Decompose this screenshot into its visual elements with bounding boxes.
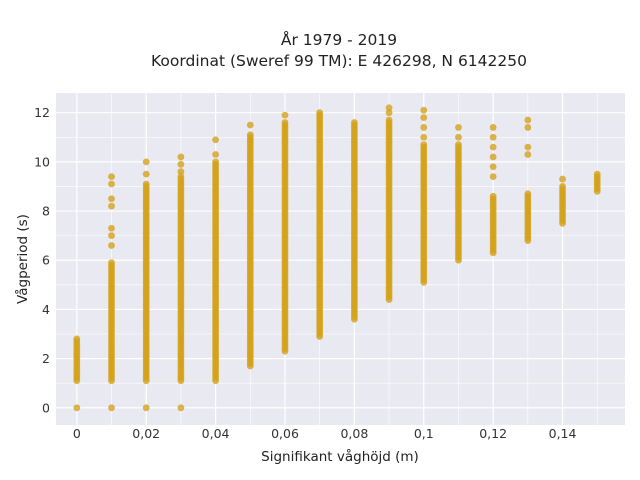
data-point (212, 151, 219, 158)
plot-area (56, 93, 625, 425)
data-point (142, 180, 150, 188)
data-points (73, 104, 601, 412)
data-point (73, 335, 81, 343)
data-point (420, 106, 428, 114)
data-point (281, 111, 289, 119)
data-point (489, 192, 497, 200)
data-point (524, 151, 532, 158)
data-point (108, 224, 115, 232)
y-tick-label: 4 (42, 302, 50, 317)
data-point (420, 133, 428, 141)
data-point (177, 173, 185, 181)
y-tick-label: 6 (42, 253, 50, 268)
data-point (489, 124, 497, 131)
data-point (489, 133, 497, 141)
data-point (385, 109, 393, 117)
x-tick-label: 0,14 (549, 426, 577, 441)
data-point (524, 190, 532, 198)
data-point (177, 404, 185, 412)
data-point (177, 153, 185, 161)
y-tick-label: 8 (42, 204, 50, 219)
data-point (455, 133, 462, 141)
y-tick-label: 12 (34, 105, 50, 120)
data-point (524, 143, 532, 151)
data-point (489, 163, 497, 171)
data-point (108, 232, 115, 240)
x-axis-title: Signifikant våghöjd (m) (261, 448, 419, 465)
data-point (489, 143, 497, 151)
data-point (524, 124, 532, 131)
data-point (593, 170, 601, 178)
x-tick-label: 0,02 (132, 426, 160, 441)
data-point (455, 141, 462, 149)
x-tick-label: 0,08 (340, 426, 368, 441)
data-point (246, 131, 254, 139)
data-point (455, 124, 462, 131)
y-tick-label: 0 (42, 400, 50, 415)
x-tick-label: 0 (73, 426, 81, 441)
chart-title-line2: Koordinat (Sweref 99 TM): E 426298, N 61… (151, 52, 527, 70)
data-point (420, 141, 428, 149)
data-point (524, 116, 532, 124)
x-tick-label: 0,12 (479, 426, 507, 441)
data-point (385, 116, 393, 124)
data-point (108, 202, 115, 210)
data-point (212, 136, 219, 144)
data-point (385, 104, 393, 112)
x-tick-label: 0,04 (202, 426, 230, 441)
data-point (108, 195, 115, 203)
data-point (142, 170, 150, 178)
chart-title-line1: År 1979 - 2019 (281, 30, 397, 49)
data-point (281, 119, 289, 126)
y-tick-label: 10 (34, 154, 50, 169)
data-point (420, 124, 428, 131)
data-point (177, 160, 185, 168)
data-point (489, 173, 497, 181)
data-point (420, 114, 428, 121)
x-axis-ticks: 0 0,02 0,04 0,06 0,08 0,1 0,12 0,14 (73, 426, 577, 441)
y-axis-ticks: 0 2 4 6 8 10 12 (34, 105, 50, 415)
x-tick-label: 0,1 (414, 426, 434, 441)
y-tick-label: 2 (42, 351, 50, 366)
data-point (177, 168, 185, 176)
data-point (316, 109, 324, 117)
data-point (489, 153, 497, 161)
data-point (108, 404, 115, 412)
data-point (142, 404, 150, 412)
data-point (108, 242, 115, 249)
data-point (108, 180, 115, 188)
data-point (559, 175, 566, 183)
y-axis-title: Vågperiod (s) (14, 214, 31, 304)
data-point (350, 119, 358, 126)
data-point (212, 158, 219, 166)
data-point (108, 173, 115, 181)
data-point (246, 121, 254, 129)
data-point (559, 183, 566, 190)
data-point (142, 158, 150, 166)
data-point (73, 404, 81, 412)
x-tick-label: 0,06 (271, 426, 299, 441)
data-point (108, 259, 115, 267)
